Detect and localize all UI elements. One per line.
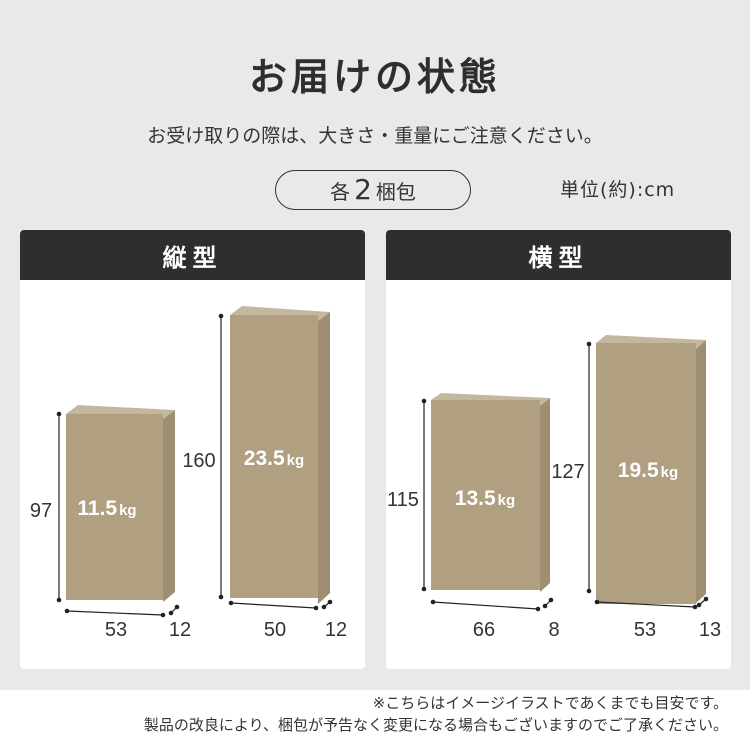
panel-vertical-type: 縦型 97 53 12 11.5 kg (20, 230, 365, 669)
weight-unit: kg (119, 502, 137, 519)
package-count-badge: 各 2 梱包 (275, 170, 471, 210)
package-count-suffix: 梱包 (375, 179, 416, 204)
package-count-number: 2 (354, 173, 372, 206)
depth-label: 13 (699, 619, 721, 641)
width-label: 50 (264, 619, 286, 641)
height-label: 160 (182, 450, 215, 472)
weight-unit: kg (661, 464, 679, 481)
width-label: 66 (473, 619, 495, 641)
package-box-icon (431, 393, 550, 592)
height-label: 115 (387, 489, 419, 511)
height-label: 97 (30, 500, 52, 522)
panel-title: 縦型 (20, 230, 365, 280)
package-count-prefix: 各 (330, 179, 351, 204)
disclaimer-line-1: ※こちらはイメージイラストであくまでも目安です。 (372, 694, 728, 712)
package-box-icon (66, 405, 175, 602)
depth-label: 12 (169, 619, 191, 641)
package-diagram: 97 53 12 11.5 kg 160 50 12 23.5 kg (30, 306, 347, 641)
package-box-icon (230, 306, 330, 604)
package-diagram: 115 66 8 13.5 kg 127 53 13 19.5 kg (387, 335, 721, 641)
width-label: 53 (634, 619, 656, 641)
weight-value: 11.5 (77, 497, 117, 520)
package-box-icon (596, 335, 706, 604)
svg-text:23.5kg: 23.5 kg (244, 447, 304, 470)
panel-title: 横型 (386, 230, 731, 280)
main-section: お届けの状態 お受け取りの際は、大きさ・重量にご注意ください。 各 2 梱包 単… (0, 0, 750, 690)
weight-value: 23.5 (244, 447, 285, 470)
weight-value: 19.5 (618, 459, 659, 482)
panel-horizontal-type: 横型 115 66 8 13.5 kg (386, 230, 731, 669)
unit-note: 単位(約):cm (560, 179, 676, 201)
height-label: 127 (551, 461, 584, 483)
svg-text:19.5kg: 19.5 kg (618, 459, 678, 482)
depth-label: 8 (548, 619, 559, 641)
disclaimer-line-2: 製品の改良により、梱包が予告なく変更になる場合もございますのでご了承ください。 (143, 716, 728, 734)
weight-value: 13.5 (455, 487, 496, 510)
disclaimer: ※こちらはイメージイラストであくまでも目安です。 製品の改良により、梱包が予告な… (144, 692, 728, 736)
weight-unit: kg (287, 452, 305, 469)
subtitle: お受け取りの際は、大きさ・重量にご注意ください。 (147, 125, 603, 147)
svg-text:11.5kg: 11.5 kg (77, 497, 136, 520)
depth-label: 12 (325, 619, 347, 641)
weight-unit: kg (498, 492, 516, 509)
svg-text:13.5kg: 13.5 kg (455, 487, 515, 510)
page-title: お届けの状態 (248, 55, 501, 99)
width-label: 53 (105, 619, 127, 641)
